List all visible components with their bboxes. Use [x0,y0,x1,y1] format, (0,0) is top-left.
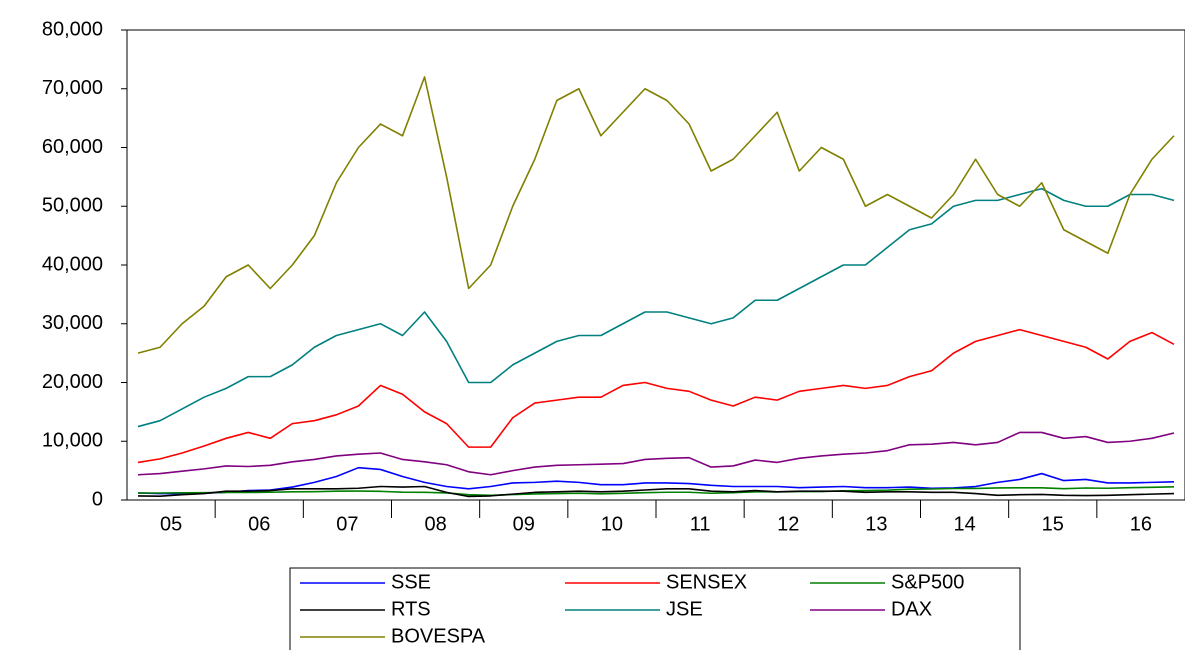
x-tick-label: 10 [601,513,623,535]
legend-label: SSE [391,571,431,593]
series-line [137,76,1175,354]
plot-frame [126,29,1185,501]
legend-label: JSE [666,598,703,620]
x-tick-label: 11 [690,513,711,535]
x-tick-label: 15 [1042,513,1064,535]
y-tick-label: 30,000 [42,312,103,334]
x-tick-label: 07 [336,513,358,535]
y-tick-label: 60,000 [42,136,103,158]
legend-label: DAX [891,598,932,620]
x-tick-label: 08 [424,513,446,535]
series-line [137,431,1175,476]
x-tick-label: 16 [1130,513,1152,535]
series-line [137,328,1175,464]
legend-label: S&P500 [891,571,964,593]
series-line [138,486,1174,497]
series-line [137,187,1175,428]
x-tick-label: 05 [160,513,182,535]
y-tick-label: 50,000 [42,195,103,217]
legend-label: SENSEX [666,571,747,593]
y-tick-label: 10,000 [42,430,103,452]
x-tick-label: 06 [248,513,270,535]
y-tick-label: 40,000 [42,253,103,275]
series-line [137,466,1175,495]
x-tick-label: 12 [777,513,799,535]
y-tick-label: 0 [92,488,103,510]
y-tick-label: 80,000 [42,18,103,40]
legend-box [289,567,1021,650]
x-tick-label: 13 [865,513,887,535]
legend-label: BOVESPA [391,625,486,647]
x-tick-label: 14 [953,513,975,535]
series-line [138,485,1175,498]
y-tick-label: 70,000 [42,77,103,99]
legend-label: RTS [391,598,431,620]
y-tick-label: 20,000 [42,371,103,393]
x-tick-label: 09 [513,513,535,535]
